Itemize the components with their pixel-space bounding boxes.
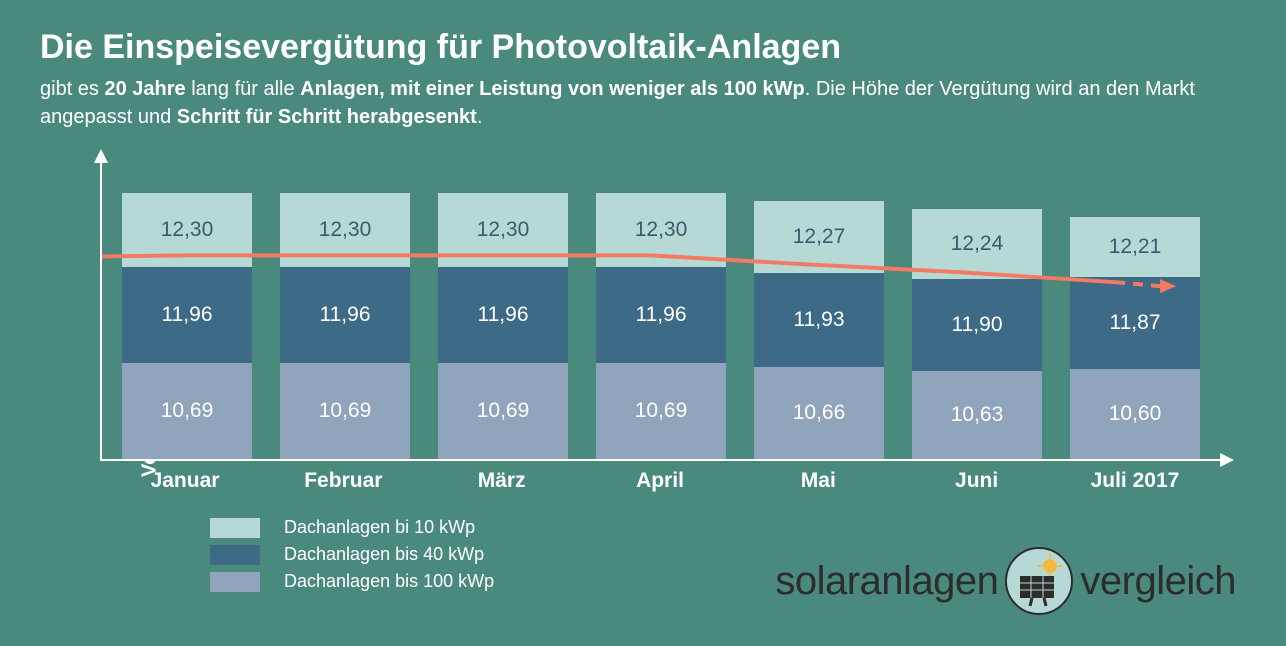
bar-segment: 10,63 xyxy=(912,371,1042,459)
sub-b3: Schritt für Schritt herabgesenkt xyxy=(177,106,477,128)
bar-segment: 12,30 xyxy=(438,193,568,267)
chart-container: Vergütung (in ct/kWh) 12,3011,9610,6912,… xyxy=(100,161,1246,592)
bar-column: 12,3011,9610,69 xyxy=(122,193,252,459)
x-axis-labels: JanuarFebruarMärzAprilMaiJuniJuli 2017 xyxy=(120,469,1200,493)
y-axis-arrow-icon xyxy=(94,149,108,163)
sub-p1: gibt es xyxy=(40,78,104,100)
bar-segment: 11,90 xyxy=(912,279,1042,371)
bar-column: 12,2411,9010,63 xyxy=(912,209,1042,459)
legend-swatch xyxy=(210,545,260,565)
x-axis-label: Februar xyxy=(278,469,408,493)
bar-segment: 11,96 xyxy=(122,267,252,363)
legend-swatch xyxy=(210,572,260,592)
bar-segment: 12,24 xyxy=(912,209,1042,279)
brand-left: solaranlagen xyxy=(775,559,998,604)
solar-panel-icon xyxy=(1004,546,1074,616)
x-axis-arrow-icon xyxy=(1220,453,1234,467)
bar-segment: 12,21 xyxy=(1070,217,1200,277)
x-axis-label: März xyxy=(437,469,567,493)
bar-segment: 11,87 xyxy=(1070,277,1200,369)
legend-label: Dachanlagen bis 100 kWp xyxy=(284,571,494,592)
bar-segment: 12,30 xyxy=(122,193,252,267)
bar-column: 12,2711,9310,66 xyxy=(754,201,884,459)
bar-segment: 10,69 xyxy=(122,363,252,459)
bar-column: 12,3011,9610,69 xyxy=(280,193,410,459)
sub-p4: . xyxy=(477,106,483,128)
bar-segment: 11,93 xyxy=(754,273,884,367)
sub-b1: 20 Jahre xyxy=(104,78,185,100)
bar-segment: 10,69 xyxy=(280,363,410,459)
bar-segment: 11,96 xyxy=(280,267,410,363)
sub-p2: lang für alle xyxy=(186,78,301,100)
brand-logo: solaranlagen vergleich xyxy=(775,546,1236,616)
bar-column: 12,2111,8710,60 xyxy=(1070,217,1200,459)
bar-segment: 12,27 xyxy=(754,201,884,273)
page-subtitle: gibt es 20 Jahre lang für alle Anlagen, … xyxy=(40,75,1246,131)
chart-area: 12,3011,9610,6912,3011,9610,6912,3011,96… xyxy=(100,161,1220,461)
bar-segment: 11,96 xyxy=(438,267,568,363)
bar-column: 12,3011,9610,69 xyxy=(438,193,568,459)
bar-segment: 10,69 xyxy=(596,363,726,459)
bar-segment: 10,60 xyxy=(1070,369,1200,459)
bar-segment: 10,69 xyxy=(438,363,568,459)
legend-label: Dachanlagen bi 10 kWp xyxy=(284,517,475,538)
page-title: Die Einspeisevergütung für Photovoltaik-… xyxy=(40,28,1246,67)
bar-segment: 10,66 xyxy=(754,367,884,459)
legend-swatch xyxy=(210,518,260,538)
legend-item: Dachanlagen bi 10 kWp xyxy=(210,517,1246,538)
legend-label: Dachanlagen bis 40 kWp xyxy=(284,544,484,565)
x-axis-label: Juni xyxy=(912,469,1042,493)
brand-right: vergleich xyxy=(1080,559,1236,604)
sub-b2: Anlagen, mit einer Leistung von weniger … xyxy=(300,78,805,100)
x-axis-label: Mai xyxy=(753,469,883,493)
x-axis-label: April xyxy=(595,469,725,493)
bars-group: 12,3011,9610,6912,3011,9610,6912,3011,96… xyxy=(122,161,1200,459)
bar-segment: 12,30 xyxy=(596,193,726,267)
bar-segment: 11,96 xyxy=(596,267,726,363)
x-axis-label: Juli 2017 xyxy=(1070,469,1200,493)
bar-segment: 12,30 xyxy=(280,193,410,267)
bar-column: 12,3011,9610,69 xyxy=(596,193,726,459)
